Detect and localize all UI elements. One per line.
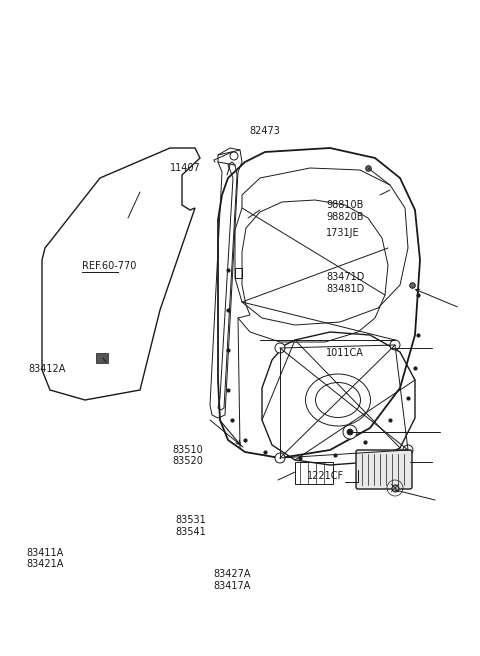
Circle shape <box>343 425 357 439</box>
Circle shape <box>347 429 353 435</box>
Text: 83427A
83417A: 83427A 83417A <box>214 569 251 591</box>
Text: 11407: 11407 <box>170 163 201 173</box>
Text: REF.60-770: REF.60-770 <box>82 261 136 271</box>
Circle shape <box>275 343 285 353</box>
Text: 83412A: 83412A <box>29 364 66 374</box>
Text: 83411A
83421A: 83411A 83421A <box>26 548 64 569</box>
Text: 1731JE: 1731JE <box>326 228 360 238</box>
Text: 82473: 82473 <box>250 126 280 136</box>
Text: 98810B
98820B: 98810B 98820B <box>326 200 364 222</box>
Circle shape <box>275 453 285 463</box>
FancyBboxPatch shape <box>356 450 412 489</box>
Text: 83510
83520: 83510 83520 <box>173 445 204 466</box>
Circle shape <box>390 340 400 350</box>
Text: 1221CF: 1221CF <box>307 471 344 481</box>
Text: 83471D
83481D: 83471D 83481D <box>326 272 365 294</box>
Circle shape <box>403 445 413 455</box>
Text: 1011CA: 1011CA <box>326 348 364 358</box>
Text: 83531
83541: 83531 83541 <box>175 515 206 537</box>
FancyBboxPatch shape <box>96 353 108 363</box>
